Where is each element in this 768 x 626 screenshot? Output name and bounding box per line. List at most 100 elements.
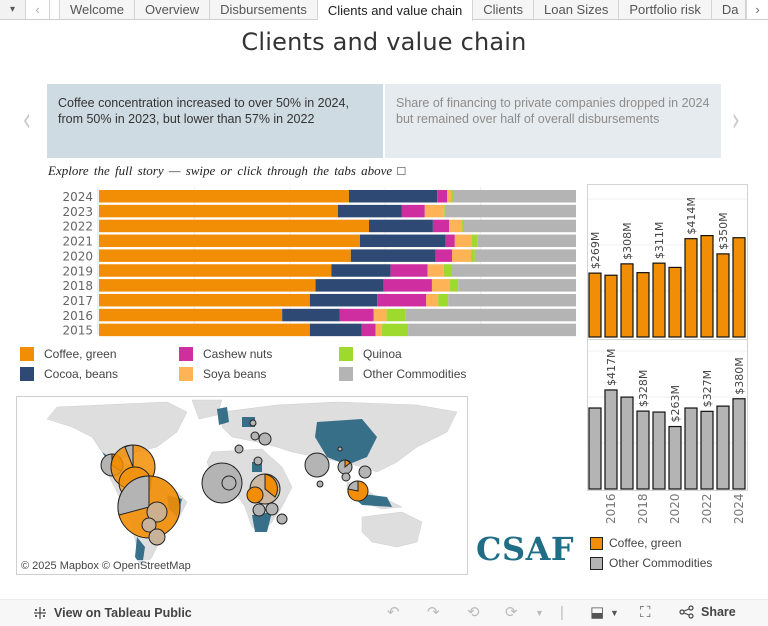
refresh-dropdown-icon[interactable]: ▼ — [535, 608, 544, 618]
other-bar-2019[interactable] — [652, 411, 666, 490]
bar-segment-quinoa-2022[interactable] — [461, 219, 463, 233]
bar-segment-other-2017[interactable] — [448, 293, 576, 307]
bar-segment-cocoa-2016[interactable] — [282, 308, 340, 322]
legend-item-cocoa[interactable]: Cocoa, beans — [20, 367, 118, 381]
coffee-bar-2017[interactable] — [620, 263, 634, 338]
download-dropdown-icon[interactable]: ▼ — [610, 608, 619, 618]
map-marker[interactable] — [148, 528, 166, 546]
map-marker[interactable] — [316, 480, 324, 488]
bar-segment-quinoa-2024[interactable] — [451, 190, 453, 203]
bar-segment-soya-2016[interactable] — [373, 308, 387, 322]
tab-overview[interactable]: Overview — [134, 0, 211, 19]
other-bar-2022[interactable] — [700, 410, 714, 490]
map-attribution[interactable]: © 2025 Mapbox © OpenStreetMap — [19, 560, 193, 572]
redo-icon[interactable]: ↷ — [427, 604, 440, 621]
tab-clients-and-value-chain[interactable]: Clients and value chain — [317, 0, 474, 21]
bar-segment-soya-2021[interactable] — [454, 234, 473, 248]
other-bar-2020[interactable] — [668, 425, 682, 490]
map-marker[interactable] — [258, 432, 272, 446]
bar-segment-coffee-2018[interactable] — [99, 279, 316, 292]
other-bar-2024[interactable] — [732, 398, 746, 490]
tab-scroll-left-button[interactable]: ‹ — [26, 0, 50, 19]
other-bar-2018[interactable] — [636, 410, 650, 490]
bar-segment-cashew-2023[interactable] — [401, 204, 425, 218]
tab-data[interactable]: Da — [711, 0, 746, 19]
legend2-item-other[interactable]: Other Commodities — [590, 553, 712, 573]
story-next-button[interactable]: › — [732, 100, 740, 140]
coffee-bar-2020[interactable] — [668, 266, 682, 338]
map-marker[interactable] — [246, 486, 264, 504]
bar-segment-other-2021[interactable] — [477, 234, 576, 248]
map-marker[interactable] — [141, 517, 157, 533]
bar-segment-cocoa-2020[interactable] — [350, 249, 436, 262]
bar-segment-soya-2015[interactable] — [375, 323, 382, 337]
coffee-bar-2024[interactable] — [732, 237, 746, 338]
legend-item-soya[interactable]: Soya beans — [179, 367, 266, 381]
bar-segment-coffee-2022[interactable] — [99, 219, 369, 233]
legend-item-cashew[interactable]: Cashew nuts — [179, 347, 272, 361]
story-prev-button[interactable]: ‹ — [23, 100, 31, 140]
bar-segment-quinoa-2021[interactable] — [472, 234, 478, 248]
bar-segment-cashew-2018[interactable] — [383, 279, 432, 292]
map-marker[interactable] — [249, 419, 257, 427]
legend-item-quinoa[interactable]: Quinoa — [339, 347, 402, 361]
story-point-2[interactable]: Share of financing to private companies … — [385, 84, 721, 158]
bar-segment-cashew-2015[interactable] — [361, 323, 376, 337]
map-marker[interactable] — [253, 456, 263, 466]
bar-segment-other-2016[interactable] — [405, 308, 576, 322]
coffee-bar-2021[interactable] — [684, 238, 698, 338]
bar-segment-cocoa-2024[interactable] — [348, 190, 438, 203]
refresh-icon[interactable]: ⟳ — [505, 604, 518, 621]
bar-segment-coffee-2015[interactable] — [99, 323, 310, 337]
tab-welcome[interactable]: Welcome — [60, 0, 135, 19]
bar-segment-other-2020[interactable] — [474, 249, 576, 262]
view-on-tableau-public-link[interactable]: View on Tableau Public — [32, 605, 192, 621]
other-bar-2015[interactable] — [588, 407, 602, 490]
bar-segment-cocoa-2023[interactable] — [337, 204, 402, 218]
bar-segment-quinoa-2023[interactable] — [443, 204, 445, 218]
map-marker[interactable] — [358, 465, 372, 479]
map-marker[interactable] — [276, 513, 288, 525]
bar-segment-cocoa-2022[interactable] — [368, 219, 433, 233]
bar-segment-coffee-2016[interactable] — [99, 308, 283, 322]
bar-segment-cashew-2021[interactable] — [445, 234, 455, 248]
bar-segment-cocoa-2018[interactable] — [315, 279, 384, 292]
map-marker[interactable] — [234, 444, 244, 454]
share-button[interactable]: Share — [679, 605, 736, 619]
tab-scroll-right-button[interactable]: › — [746, 0, 768, 19]
bar-segment-cashew-2016[interactable] — [339, 308, 374, 322]
map-marker[interactable] — [221, 475, 237, 491]
tab-loan-sizes[interactable]: Loan Sizes — [534, 0, 620, 19]
bar-segment-cocoa-2019[interactable] — [331, 264, 391, 277]
bar-segment-other-2023[interactable] — [444, 204, 576, 218]
bar-segment-cashew-2017[interactable] — [377, 293, 427, 307]
bar-segment-coffee-2020[interactable] — [99, 249, 351, 262]
map-marker[interactable] — [146, 501, 168, 523]
tab-menu-button[interactable]: ▾ — [0, 0, 26, 19]
legend-item-coffee[interactable]: Coffee, green — [20, 347, 117, 361]
other-bar-2023[interactable] — [716, 405, 730, 490]
bar-segment-soya-2023[interactable] — [424, 204, 444, 218]
coffee-bar-2016[interactable] — [604, 274, 618, 338]
bar-segment-soya-2024[interactable] — [447, 190, 452, 203]
map-marker[interactable] — [252, 503, 266, 517]
map-marker[interactable] — [337, 446, 343, 452]
fullscreen-icon[interactable]: ⛶ — [640, 604, 651, 621]
bar-segment-quinoa-2017[interactable] — [438, 293, 449, 307]
bar-segment-other-2024[interactable] — [452, 190, 576, 203]
bar-segment-quinoa-2015[interactable] — [381, 323, 409, 337]
bar-segment-coffee-2021[interactable] — [99, 234, 360, 248]
bar-segment-quinoa-2020[interactable] — [471, 249, 475, 262]
other-bar-2016[interactable] — [604, 389, 618, 490]
bar-segment-soya-2017[interactable] — [426, 293, 439, 307]
coffee-bar-2019[interactable] — [652, 262, 666, 338]
bar-segment-soya-2018[interactable] — [431, 279, 451, 292]
bar-segment-cashew-2019[interactable] — [390, 264, 428, 277]
bar-segment-cocoa-2017[interactable] — [309, 293, 378, 307]
map-marker[interactable] — [341, 472, 351, 482]
coffee-bar-2023[interactable] — [716, 253, 730, 338]
map-marker[interactable] — [250, 431, 260, 441]
bar-segment-quinoa-2018[interactable] — [450, 279, 459, 292]
coffee-bar-2015[interactable] — [588, 272, 602, 338]
